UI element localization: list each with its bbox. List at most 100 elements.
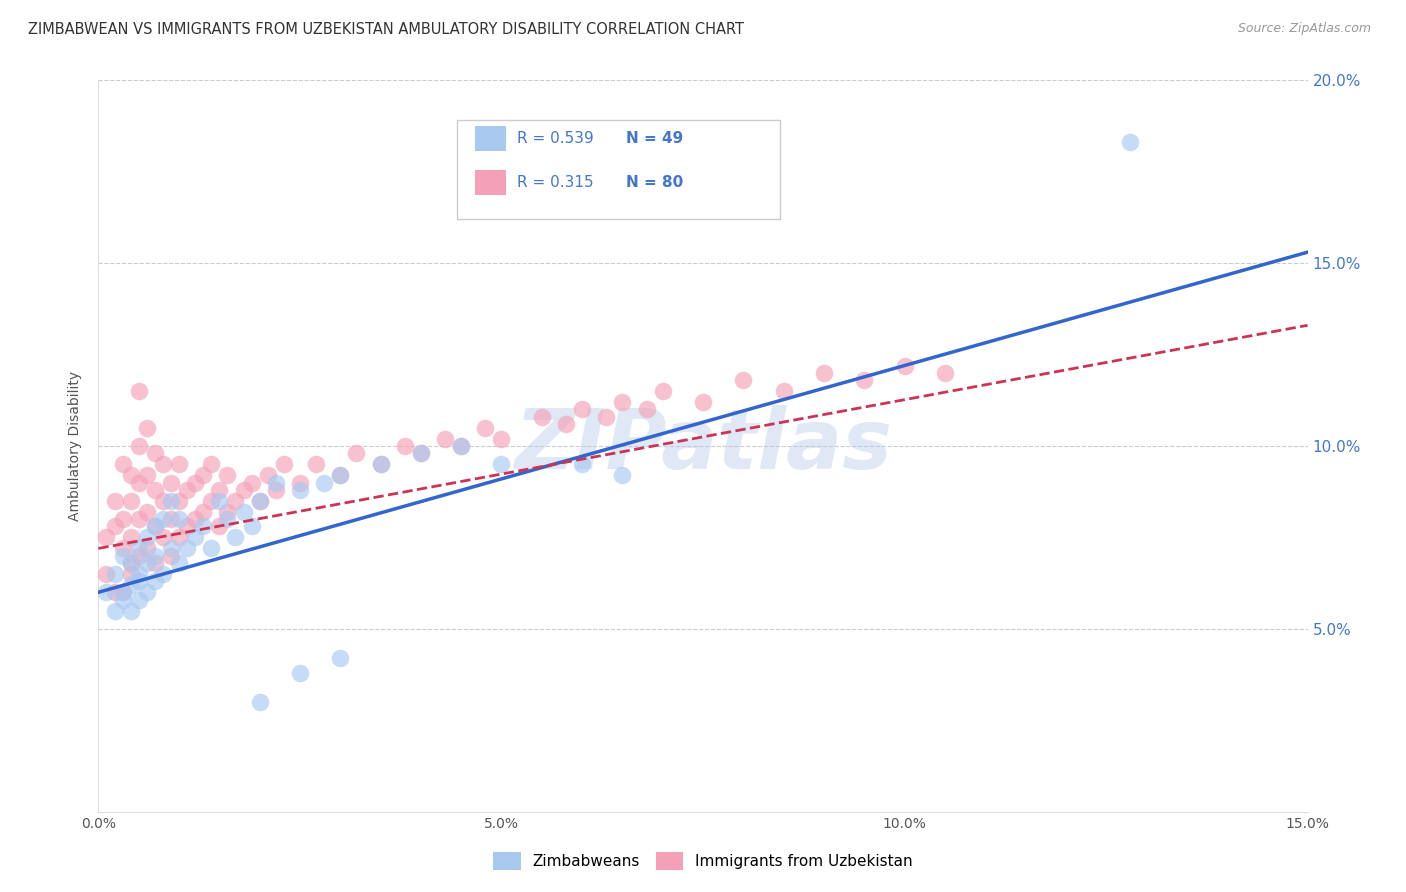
Point — [160, 475, 183, 490]
Text: N = 49: N = 49 — [626, 131, 683, 145]
Point — [813, 366, 835, 380]
Point — [184, 530, 207, 544]
Point — [314, 475, 336, 490]
Point — [160, 494, 183, 508]
Point — [128, 574, 150, 589]
Point — [571, 402, 593, 417]
Point — [128, 512, 150, 526]
Point — [120, 530, 142, 544]
Text: N = 80: N = 80 — [626, 176, 683, 190]
Point — [934, 366, 956, 380]
Point — [152, 567, 174, 582]
Point — [571, 457, 593, 471]
Point — [232, 483, 254, 497]
Text: ZIMBABWEAN VS IMMIGRANTS FROM UZBEKISTAN AMBULATORY DISABILITY CORRELATION CHART: ZIMBABWEAN VS IMMIGRANTS FROM UZBEKISTAN… — [28, 22, 744, 37]
Point — [491, 432, 513, 446]
Point — [249, 494, 271, 508]
Text: ZIPatlas: ZIPatlas — [515, 406, 891, 486]
Point — [249, 494, 271, 508]
Point — [232, 505, 254, 519]
Point — [853, 373, 876, 387]
Point — [555, 417, 578, 431]
Point — [217, 468, 239, 483]
Point — [264, 475, 287, 490]
Point — [184, 512, 207, 526]
Point — [264, 483, 287, 497]
Point — [143, 446, 166, 460]
Point — [160, 512, 183, 526]
Point — [167, 556, 190, 570]
Point — [135, 505, 157, 519]
Point — [394, 439, 416, 453]
Point — [120, 556, 142, 570]
Point — [135, 585, 157, 599]
Text: R = 0.539: R = 0.539 — [517, 131, 595, 145]
Point — [167, 512, 190, 526]
Point — [200, 494, 222, 508]
Point — [193, 519, 215, 533]
Point — [96, 530, 118, 544]
Point — [103, 585, 125, 599]
Point — [120, 494, 142, 508]
Point — [434, 432, 457, 446]
Point — [167, 530, 190, 544]
Point — [152, 512, 174, 526]
Point — [111, 585, 134, 599]
Point — [160, 549, 183, 563]
Point — [120, 556, 142, 570]
Text: R = 0.315: R = 0.315 — [517, 176, 593, 190]
Point — [370, 457, 392, 471]
Legend: Zimbabweans, Immigrants from Uzbekistan: Zimbabweans, Immigrants from Uzbekistan — [494, 852, 912, 870]
Point — [160, 541, 183, 556]
Point — [111, 541, 134, 556]
Point — [128, 549, 150, 563]
Point — [530, 409, 553, 424]
Point — [135, 468, 157, 483]
Point — [224, 494, 246, 508]
Point — [143, 549, 166, 563]
Point — [288, 475, 311, 490]
Point — [120, 468, 142, 483]
Point — [224, 530, 246, 544]
Point — [193, 468, 215, 483]
Point — [651, 384, 673, 398]
Point — [143, 519, 166, 533]
Point — [143, 483, 166, 497]
Point — [612, 468, 634, 483]
Text: Source: ZipAtlas.com: Source: ZipAtlas.com — [1237, 22, 1371, 36]
Point — [329, 651, 352, 665]
Point — [409, 446, 432, 460]
Point — [450, 439, 472, 453]
Point — [329, 468, 352, 483]
Point — [200, 541, 222, 556]
Point — [128, 541, 150, 556]
Point — [111, 457, 134, 471]
Point — [772, 384, 794, 398]
Point — [111, 585, 134, 599]
Point — [1119, 136, 1142, 150]
Point — [103, 519, 125, 533]
Point — [733, 373, 755, 387]
Point — [249, 695, 271, 709]
Point — [208, 494, 231, 508]
Point — [128, 439, 150, 453]
Point — [176, 519, 198, 533]
Point — [96, 585, 118, 599]
Point — [208, 519, 231, 533]
Point — [612, 395, 634, 409]
Point — [120, 567, 142, 582]
Point — [474, 421, 496, 435]
Point — [135, 541, 157, 556]
Point — [273, 457, 295, 471]
Point — [128, 475, 150, 490]
Point — [128, 384, 150, 398]
Point — [409, 446, 432, 460]
Point — [305, 457, 328, 471]
Point — [120, 603, 142, 617]
Point — [143, 519, 166, 533]
Point — [167, 494, 190, 508]
Point — [111, 592, 134, 607]
Point — [143, 556, 166, 570]
Point — [128, 592, 150, 607]
Point — [135, 556, 157, 570]
